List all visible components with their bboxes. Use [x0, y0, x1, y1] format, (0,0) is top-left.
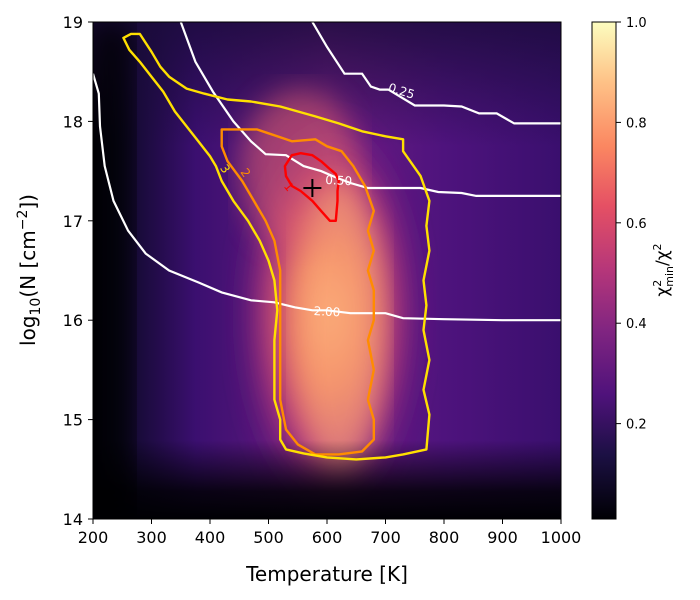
ratio-contour-0.25 — [311, 22, 561, 125]
colorbar-tick-label: 0.4 — [626, 317, 647, 332]
x-tick-label: 200 — [78, 528, 109, 547]
colorbar-tick-label: 0.8 — [626, 116, 647, 131]
ratio-contour-0.50 — [179, 22, 561, 197]
sigma-contour-2 — [220, 128, 375, 456]
y-axis-label: log10(N [cm−2]) — [15, 194, 44, 346]
colorbar-tick-label: 1.0 — [626, 16, 647, 31]
colorbar-tick-label: 0.2 — [626, 418, 647, 433]
x-tick-label: 800 — [429, 528, 460, 547]
x-tick-label: 300 — [136, 528, 167, 547]
y-tick-label: 19 — [63, 13, 83, 32]
contour-label-2.00: 2.00 — [313, 304, 340, 319]
colorbar-label: χ2min/χ2 — [651, 243, 676, 296]
x-axis-label: Temperature [K] — [245, 562, 408, 586]
heatmap — [93, 22, 561, 519]
x-tick-label: 500 — [253, 528, 284, 547]
y-tick-label: 14 — [63, 510, 83, 529]
ratio-contour-2.00 — [93, 73, 561, 322]
x-tick-label: 400 — [195, 528, 226, 547]
x-tick-label: 700 — [370, 528, 401, 547]
x-tick-label: 900 — [487, 528, 518, 547]
contour-label-0.50: 0.50 — [325, 173, 352, 188]
sigma-contour-1 — [283, 152, 340, 222]
y-tick-label: 15 — [63, 411, 83, 430]
colorbar — [591, 21, 617, 520]
x-tick-label: 600 — [312, 528, 343, 547]
y-tick-label: 18 — [63, 112, 83, 131]
sigma-contour-3 — [122, 32, 431, 461]
colorbar-tick-label: 0.6 — [626, 217, 647, 232]
y-tick-label: 16 — [63, 311, 83, 330]
best-fit-marker — [303, 178, 322, 197]
x-tick-label: 1000 — [541, 528, 582, 547]
y-tick-label: 17 — [63, 212, 83, 231]
